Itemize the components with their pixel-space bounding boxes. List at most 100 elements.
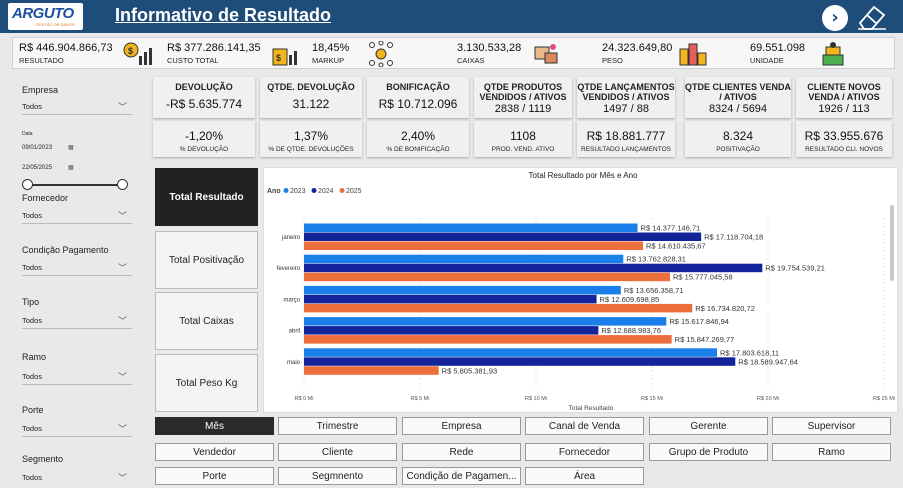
date-end-input[interactable]: 22/05/2025 bbox=[22, 165, 53, 171]
date-slider-end-handle[interactable] bbox=[117, 179, 128, 190]
group-button-mês[interactable]: Mês bbox=[155, 417, 274, 435]
bar-2023-abril[interactable] bbox=[304, 317, 667, 326]
card-subtitle: RESULTADO CLI. NOVOS bbox=[805, 146, 883, 153]
card-value: 8324 / 5694 bbox=[708, 103, 768, 115]
group-button-supervisor[interactable]: Supervisor bbox=[772, 417, 891, 435]
eraser-icon[interactable] bbox=[856, 3, 888, 31]
group-button-gerente[interactable]: Gerente bbox=[649, 417, 768, 435]
kpi-peso-label: PESO bbox=[602, 56, 623, 65]
calendar-icon[interactable]: ▦ bbox=[68, 145, 74, 151]
group-button-fornecedor[interactable]: Fornecedor bbox=[525, 443, 644, 461]
date-slider-start-handle[interactable] bbox=[22, 179, 33, 190]
data-label: R$ 12.688.983,76 bbox=[601, 326, 661, 335]
filter-tipo-dropdown[interactable]: Todos bbox=[22, 316, 43, 325]
bar-2023-maio[interactable] bbox=[304, 348, 718, 357]
next-page-button[interactable]: › bbox=[822, 5, 848, 31]
card-devolucao: DEVOLUÇÃO -R$ 5.635.774 bbox=[153, 77, 255, 118]
group-button-grupo-de-produto[interactable]: Grupo de Produto bbox=[649, 443, 768, 461]
card-subtitle: % DE QTDE. DEVOLUÇÕES bbox=[268, 146, 354, 153]
group-button-trimestre[interactable]: Trimestre bbox=[278, 417, 397, 435]
legend-title: Ano bbox=[267, 188, 281, 195]
date-start-input[interactable]: 09/01/2023 bbox=[22, 145, 53, 151]
legend-label-2023[interactable]: 2023 bbox=[290, 188, 306, 195]
bar-2023-março[interactable] bbox=[304, 285, 621, 295]
chevron-down-icon[interactable]: ﹀ bbox=[118, 316, 128, 326]
x-tick-label: R$ 10 Mi bbox=[525, 396, 547, 402]
data-label-bg bbox=[694, 304, 781, 312]
data-label: R$ 15.617.846,94 bbox=[669, 317, 729, 326]
card-title: QTDE PRODUTOS VENDIDOS / ATIVOS bbox=[479, 82, 567, 102]
x-tick-label: R$ 0 Mi bbox=[295, 396, 314, 402]
measure-total-peso-button[interactable]: Total Peso Kg bbox=[155, 354, 258, 412]
card-value: -R$ 5.635.774 bbox=[165, 97, 243, 111]
chevron-down-icon[interactable]: ﹀ bbox=[118, 102, 128, 112]
group-button-empresa[interactable]: Empresa bbox=[402, 417, 521, 435]
money-chart-icon: $ bbox=[123, 42, 152, 65]
legend-marker-2024[interactable] bbox=[311, 188, 317, 193]
bar-2025-abril[interactable] bbox=[304, 335, 672, 344]
legend-label-2024[interactable]: 2024 bbox=[318, 188, 334, 195]
chevron-down-icon[interactable]: ﹀ bbox=[118, 424, 128, 434]
group-button-segmnento[interactable]: Segmnento bbox=[278, 467, 397, 485]
chart-scrollbar[interactable] bbox=[890, 205, 894, 281]
bar-2023-janeiro[interactable] bbox=[304, 223, 638, 233]
measure-total-positivacao-button[interactable]: Total Positivação bbox=[155, 231, 258, 289]
group-button-vendedor[interactable]: Vendedor bbox=[155, 443, 274, 461]
legend-marker-2023[interactable] bbox=[283, 188, 289, 193]
card-subtitle: % DE BONIFICAÇÃO bbox=[386, 146, 450, 153]
bar-2025-janeiro[interactable] bbox=[304, 241, 643, 251]
card-value: R$ 10.712.096 bbox=[378, 97, 458, 111]
chart-panel: Total Resultado por Mês e Ano Ano 2023 20… bbox=[263, 167, 898, 413]
date-slider-track[interactable] bbox=[27, 184, 122, 186]
group-button-condição-de-pagamen[interactable]: Condição de Pagamen... bbox=[402, 467, 521, 485]
chevron-down-icon[interactable]: ﹀ bbox=[118, 473, 128, 483]
y-category-label: maio bbox=[287, 360, 301, 366]
x-tick-label: R$ 25 Mi bbox=[873, 396, 895, 402]
filter-condicao-dropdown[interactable]: Todos bbox=[22, 263, 43, 272]
group-button-rede[interactable]: Rede bbox=[402, 443, 521, 461]
data-label-bg bbox=[668, 317, 755, 325]
group-button-cliente[interactable]: Cliente bbox=[278, 443, 397, 461]
filter-fornecedor-dropdown[interactable]: Todos bbox=[22, 211, 43, 220]
filter-ramo-dropdown[interactable]: Todos bbox=[22, 372, 43, 381]
data-label: R$ 12.609.698,85 bbox=[600, 295, 660, 304]
group-button-canal-de-venda[interactable]: Canal de Venda bbox=[525, 417, 644, 435]
data-label-bg bbox=[440, 366, 527, 375]
filter-segmento-dropdown[interactable]: Todos bbox=[22, 473, 43, 482]
card-value: R$ 18.881.777 bbox=[586, 129, 666, 143]
group-button-porte[interactable]: Porte bbox=[155, 467, 274, 485]
filter-porte-dropdown[interactable]: Todos bbox=[22, 424, 43, 433]
group-button-ramo[interactable]: Ramo bbox=[772, 443, 891, 461]
kpi-custo-label: CUSTO TOTAL bbox=[167, 56, 219, 65]
cost-chart-icon: $ bbox=[272, 48, 297, 66]
legend-label-2025[interactable]: 2025 bbox=[346, 188, 362, 195]
data-label-bg bbox=[598, 295, 685, 303]
bar-2024-janeiro[interactable] bbox=[304, 232, 702, 242]
legend-marker-2025[interactable] bbox=[339, 188, 345, 193]
data-label: R$ 5.805.381,93 bbox=[442, 366, 497, 375]
header-bar: ARGUTO GESTÃO DE DADOS Informativo de Re… bbox=[0, 0, 903, 33]
bar-2024-março[interactable] bbox=[304, 294, 597, 304]
measure-total-resultado-button[interactable]: Total Resultado bbox=[155, 168, 258, 226]
bar-2024-abril[interactable] bbox=[304, 326, 599, 335]
kpi-caixas-label: CAIXAS bbox=[457, 56, 485, 65]
card-clientes-novos: CLIENTE NOVOS VENDA / ATIVOS 1926 / 113 bbox=[796, 77, 892, 118]
chevron-down-icon[interactable]: ﹀ bbox=[118, 372, 128, 382]
data-label: R$ 14.610.435,67 bbox=[646, 242, 706, 251]
measure-total-caixas-button[interactable]: Total Caixas bbox=[155, 292, 258, 350]
bar-2025-fevereiro[interactable] bbox=[304, 272, 671, 282]
group-button-área[interactable]: Área bbox=[525, 467, 644, 485]
chevron-down-icon[interactable]: ﹀ bbox=[118, 263, 128, 273]
bar-2024-fevereiro[interactable] bbox=[304, 263, 763, 273]
kpi-resultado-label: RESULTADO bbox=[19, 56, 64, 65]
bar-2023-fevereiro[interactable] bbox=[304, 254, 624, 264]
data-label: R$ 17.803.618,11 bbox=[720, 348, 779, 357]
calendar-icon[interactable]: ▦ bbox=[68, 165, 74, 171]
chevron-down-icon[interactable]: ﹀ bbox=[118, 211, 128, 221]
bar-2025-março[interactable] bbox=[304, 303, 693, 313]
card-perc-bonificacao: 2,40% % DE BONIFICAÇÃO bbox=[367, 121, 469, 157]
bar-2025-maio[interactable] bbox=[304, 366, 439, 375]
bar-2024-maio[interactable] bbox=[304, 357, 736, 366]
data-label-bg bbox=[764, 264, 851, 272]
filter-empresa-dropdown[interactable]: Todos bbox=[22, 102, 43, 111]
